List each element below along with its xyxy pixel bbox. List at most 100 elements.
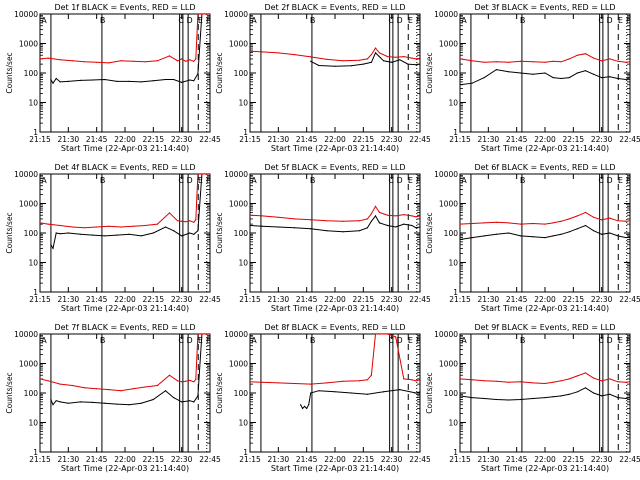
x-tick-label: 21:30 <box>478 135 500 144</box>
series-events-point <box>116 234 118 236</box>
x-tick-label: 22:15 <box>563 135 585 144</box>
series-lld-point <box>411 215 413 217</box>
series-lld-point <box>601 380 603 382</box>
series-lld-point <box>250 214 251 216</box>
series-lld-point <box>617 220 619 222</box>
series-lld-point <box>132 388 134 390</box>
series-lld-point <box>387 56 389 58</box>
series-lld-point <box>508 222 510 224</box>
series-events-point <box>92 234 94 236</box>
series-events-point <box>173 78 175 81</box>
series-events-point <box>50 244 52 246</box>
x-tick-label: 21:15 <box>29 455 51 464</box>
series-lld-point <box>59 59 61 61</box>
x-tick-label: 22:00 <box>114 135 136 144</box>
x-tick-label: 21:45 <box>296 135 318 144</box>
series-events-point <box>193 80 195 82</box>
series-lld-point <box>177 60 179 62</box>
series-events-point <box>366 227 368 229</box>
series-lld-point <box>374 47 377 49</box>
series-lld-point <box>209 14 210 15</box>
x-tick-label: 21:30 <box>478 295 500 304</box>
series-lld-point <box>483 61 485 63</box>
series-lld-point <box>378 211 381 213</box>
series-lld-point <box>617 381 619 383</box>
series-lld-point <box>374 334 377 335</box>
series-events-point <box>140 81 142 83</box>
series-events-point <box>52 247 54 249</box>
time-marker-label: E <box>408 176 413 185</box>
series-events-point <box>387 224 389 227</box>
series-lld-point <box>419 379 420 381</box>
series-lld-point <box>460 58 461 60</box>
x-axis-label: Start Time (22-Apr-03 21:14:40) <box>61 304 189 313</box>
series-lld-point <box>156 60 158 62</box>
time-marker-label: B <box>520 336 526 345</box>
y-tick-label: 10000 <box>14 170 38 179</box>
y-tick-label: 10 <box>448 419 458 428</box>
y-tick-label: 10000 <box>224 330 248 339</box>
series-lld-point <box>310 383 312 385</box>
series-events-line <box>250 214 420 233</box>
series-lld-point <box>584 53 587 55</box>
series-lld-point <box>47 223 49 225</box>
series-lld-point <box>83 387 86 389</box>
series-events-point <box>52 82 54 84</box>
time-marker-label: D <box>397 176 403 185</box>
y-tick-label: 100 <box>234 69 249 78</box>
series-events-point <box>350 392 352 394</box>
series-lld-point <box>71 60 73 62</box>
series-events-point <box>552 396 554 398</box>
series-lld-point <box>609 378 611 380</box>
series-lld-point <box>358 220 360 222</box>
x-tick-label: 21:30 <box>268 455 290 464</box>
y-axis-label: Counts/sec <box>215 52 224 93</box>
series-lld-point <box>132 225 134 227</box>
series-events-point <box>383 60 385 62</box>
series-lld-point <box>358 380 360 382</box>
y-tick-label: 1000 <box>19 360 38 369</box>
series-lld-point <box>370 213 372 215</box>
y-tick-label: 1000 <box>439 200 458 209</box>
series-lld-point <box>83 227 86 229</box>
series-lld-point <box>483 222 485 224</box>
series-events-point <box>460 84 461 86</box>
time-marker-label: A <box>41 336 47 345</box>
series-lld-point <box>261 215 263 217</box>
time-marker-label: B <box>310 336 316 345</box>
y-tick-label: 10 <box>238 259 248 268</box>
series-lld-point <box>495 221 497 223</box>
x-tick-label: 22:00 <box>324 295 346 304</box>
series-lld-point <box>205 334 207 335</box>
x-tick-label: 22:00 <box>534 135 556 144</box>
x-tick-label: 21:15 <box>449 455 471 464</box>
y-axis-label: Counts/sec <box>5 372 14 413</box>
time-marker-label: A <box>251 16 257 25</box>
x-tick-label: 22:45 <box>619 135 640 144</box>
series-lld-point <box>40 222 41 224</box>
series-events-point <box>55 400 57 402</box>
series-events-point <box>310 392 312 394</box>
series-events-point <box>378 222 381 224</box>
time-marker-label: B <box>520 176 526 185</box>
x-tick-label: 21:15 <box>29 295 51 304</box>
series-events-point <box>50 78 52 81</box>
series-events-point <box>55 77 57 80</box>
series-events-point <box>366 393 368 395</box>
series-events-point <box>334 65 336 67</box>
series-events-point <box>568 77 570 79</box>
panel-det-1: Det 1f BLACK = Events, RED = LLD 1 10 100 10… <box>5 3 221 153</box>
series-lld-point <box>617 60 619 62</box>
series-lld-point <box>560 61 562 63</box>
series-events-point <box>593 230 595 232</box>
panel-det-8: Det 8f BLACK = Events, RED = LLD 1 10 100 10… <box>215 323 431 473</box>
time-marker-label: C <box>178 16 184 25</box>
x-tick-label: 21:30 <box>58 295 80 304</box>
series-lld-point <box>471 379 473 381</box>
series-events-point <box>277 226 279 228</box>
x-tick-label: 22:15 <box>563 295 585 304</box>
x-tick-label: 22:45 <box>619 295 640 304</box>
series-events-point <box>520 398 522 401</box>
time-marker-label: D <box>187 16 193 25</box>
series-lld-point <box>471 222 473 225</box>
